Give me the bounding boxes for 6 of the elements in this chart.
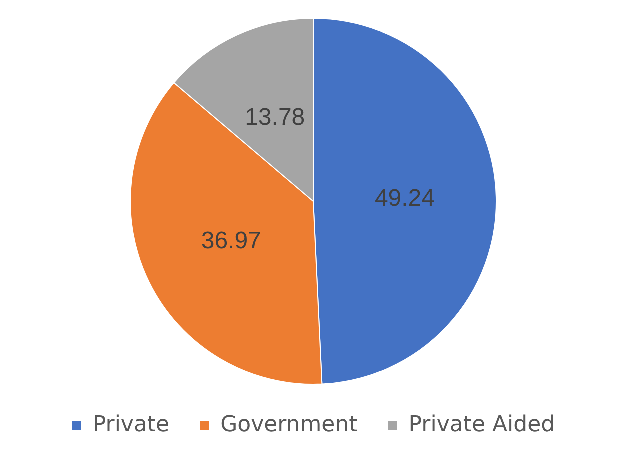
data-label: 49.24: [374, 184, 436, 212]
data-label: 13.78: [245, 104, 306, 132]
data-label: 36.97: [201, 227, 262, 254]
legend-label: Private Aided: [408, 412, 556, 438]
legend-label: Private: [92, 412, 170, 438]
legend-label: Government: [220, 412, 358, 438]
